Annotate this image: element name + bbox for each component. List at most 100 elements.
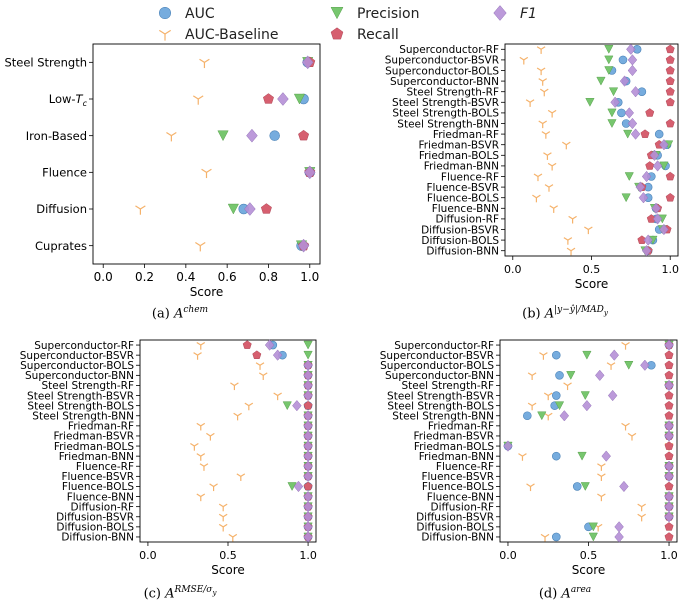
- point-f1-b: [641, 170, 652, 183]
- point-baseline-c: [196, 422, 206, 431]
- point-recall-d: [664, 481, 674, 491]
- point-f1-d: [619, 480, 629, 493]
- point-recall-b: [640, 129, 650, 138]
- y-tick-label-c: Superconductor-RF: [34, 340, 134, 352]
- y-tick-label-c: Steel Strength-RF: [41, 380, 134, 392]
- x-tick-label-a: 0.4: [176, 270, 195, 284]
- point-f1-b: [651, 202, 661, 214]
- y-tick-label-c: Superconductor-BNN: [25, 370, 134, 382]
- point-f1-b: [635, 181, 646, 193]
- point-recall-b: [665, 118, 675, 128]
- legend-marker-auc: [159, 7, 172, 19]
- y-tick-label-d: Diffusion-BOLS: [416, 522, 494, 534]
- point-baseline-b: [536, 46, 546, 54]
- x-tick-label-d: 0.5: [580, 549, 598, 562]
- y-tick-label-b: Steel Strength-BSVR: [392, 97, 499, 109]
- point-precision-d: [577, 451, 587, 461]
- point-baseline-d: [518, 453, 527, 461]
- point-f1-d: [640, 359, 650, 371]
- point-precision-d: [588, 532, 598, 542]
- point-auc-b: [618, 55, 628, 65]
- point-f1-d: [582, 400, 592, 412]
- point-precision-b: [596, 76, 606, 86]
- point-recall-b: [665, 97, 675, 107]
- point-baseline-a: [201, 168, 212, 179]
- point-f1-b: [630, 128, 641, 140]
- point-baseline-c: [196, 342, 206, 350]
- chart-panel-d: 0.0 0.5 1.0ScoreSuperconductor-RFSupercond…: [380, 339, 678, 577]
- point-baseline-c: [244, 402, 254, 411]
- point-baseline-c: [228, 533, 238, 542]
- point-baseline-d: [540, 533, 550, 542]
- chart-panel-c: 0.0 0.5 1.0ScoreSuperconductor-RFSupercond…: [20, 339, 317, 577]
- point-f1-d: [614, 531, 624, 543]
- point-f1-b: [627, 64, 638, 77]
- y-tick-label-b: Steel Strength-BOLS: [392, 108, 499, 120]
- point-f1-b: [649, 149, 660, 161]
- x-tick-label-c: 0.5: [219, 549, 237, 562]
- point-f1-b: [624, 107, 635, 119]
- y-tick-label-b: Friedman-BNN: [424, 161, 499, 173]
- legend-marker-precision: [330, 7, 344, 20]
- x-axis-label-c: Score: [211, 563, 245, 577]
- point-f1-b: [626, 43, 636, 55]
- point-auc-a: [269, 130, 280, 141]
- point-f1-d: [614, 521, 624, 533]
- y-tick-label-c: Friedman-BSVR: [53, 431, 134, 443]
- point-f1-d: [607, 389, 618, 402]
- y-tick-label-a: Low-Tc: [49, 92, 88, 108]
- point-precision-b: [624, 172, 634, 182]
- point-auc-d: [551, 532, 561, 542]
- point-precision-b: [623, 129, 633, 139]
- point-f1-d: [664, 470, 674, 482]
- point-baseline-c: [230, 382, 239, 391]
- point-f1-d: [609, 349, 620, 361]
- legend-marker-f1: [493, 5, 507, 21]
- point-f1-c: [293, 480, 304, 493]
- y-tick-label-d: Steel Strength-BOLS: [387, 400, 494, 412]
- point-f1-d: [664, 379, 674, 392]
- point-baseline-d: [527, 402, 537, 411]
- point-f1-b: [627, 54, 638, 66]
- point-baseline-c: [255, 362, 265, 370]
- point-f1-a: [244, 202, 256, 216]
- point-baseline-c: [273, 392, 282, 401]
- y-tick-label-c: Friedman-RF: [68, 421, 134, 433]
- point-f1-d: [664, 339, 674, 351]
- point-f1-b: [641, 245, 652, 257]
- point-f1-c: [272, 349, 283, 361]
- legend-label-auc: AUC: [185, 6, 215, 22]
- legend-label-f1: F1: [520, 6, 537, 22]
- point-precision-d: [566, 371, 576, 380]
- point-precision-c: [282, 401, 292, 411]
- point-auc-d: [551, 391, 561, 400]
- point-recall-b: [665, 65, 675, 75]
- y-tick-label-b: Superconductor-BOLS: [385, 65, 499, 77]
- x-tick-label-d: 0.0: [499, 549, 516, 562]
- point-baseline-b: [549, 205, 559, 213]
- y-tick-label-d: Diffusion-RF: [431, 501, 494, 513]
- point-baseline-b: [562, 141, 571, 150]
- point-precision-b: [604, 45, 614, 54]
- y-tick-label-d: Steel Strength-BSVR: [387, 390, 494, 402]
- y-tick-label-a: Steel Strength: [4, 55, 87, 69]
- point-precision-d: [588, 522, 598, 532]
- x-tick-label-a: 0.0: [94, 270, 113, 284]
- point-recall-d: [664, 451, 674, 460]
- point-baseline-b: [563, 237, 573, 245]
- point-precision-a: [217, 130, 229, 142]
- point-baseline-c: [218, 523, 228, 532]
- point-f1-d: [559, 410, 570, 422]
- point-f1-d: [664, 430, 674, 442]
- y-tick-label-b: Diffusion-BSVR: [421, 224, 499, 236]
- y-tick-label-c: Diffusion-BNN: [61, 532, 134, 544]
- x-axis-label-d: Score: [572, 563, 606, 577]
- y-tick-label-b: Friedman-BSVR: [418, 139, 499, 151]
- point-baseline-b: [547, 162, 557, 171]
- y-tick-label-c: Steel Strength-BNN: [32, 411, 134, 423]
- point-precision-b: [585, 98, 595, 107]
- x-tick-label-c: 0.0: [139, 549, 157, 562]
- y-tick-label-c: Steel Strength-BSVR: [27, 390, 134, 402]
- point-recall-d: [664, 400, 674, 410]
- chart-panel-b: 0.0 0.5 1.0ScoreSuperconductor-RFSupercond…: [385, 43, 679, 291]
